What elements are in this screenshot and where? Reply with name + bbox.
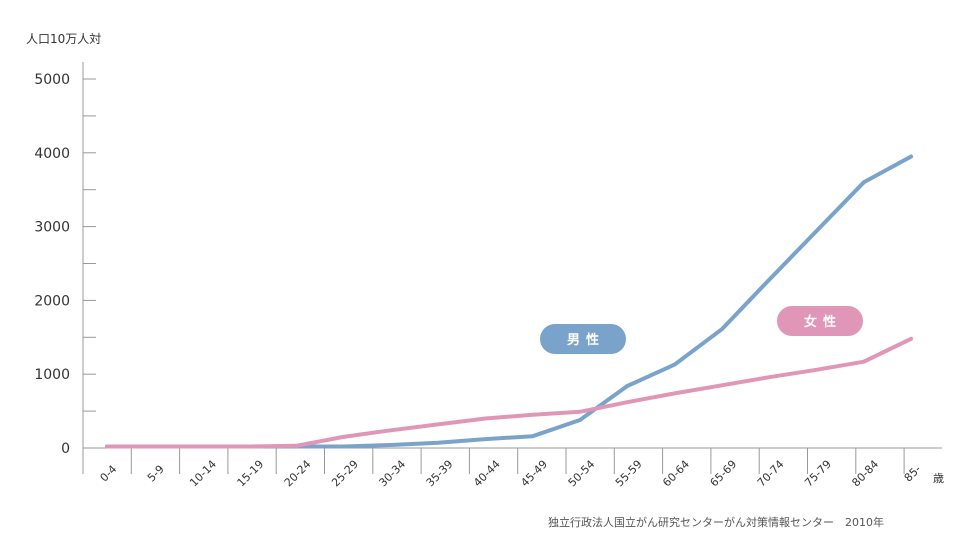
y-tick-label: 4000 <box>34 146 70 162</box>
x-tick-label: 45-49 <box>518 458 550 490</box>
tick-labels: 0 1000 2000 3000 4000 5000 0-4 5-9 10-14 15-19 20-… <box>34 72 944 489</box>
axes <box>82 62 942 474</box>
y-axis-label: 人口10万人対 <box>26 32 102 46</box>
male-series-line <box>105 154 914 449</box>
x-tick-label: 35-39 <box>424 458 456 490</box>
x-tick-label: 0-4 <box>98 463 120 485</box>
y-tick-label: 0 <box>61 441 70 457</box>
badge-label: 女性 <box>804 314 842 330</box>
female-badge: 女性 <box>777 306 863 336</box>
badge-background <box>540 324 626 354</box>
x-tick-label: 5-9 <box>145 463 167 485</box>
x-tick-label: 40-44 <box>471 458 503 490</box>
y-tick-label: 3000 <box>34 220 70 236</box>
x-tick-label: 20-24 <box>282 458 314 490</box>
x-axis-unit-label: 歳 <box>933 472 944 485</box>
x-tick-label: 75-79 <box>802 458 834 490</box>
y-tick-label: 1000 <box>34 367 70 383</box>
series-lines <box>105 154 914 449</box>
x-tick-label: 60-64 <box>660 458 692 490</box>
female-series-line <box>105 336 914 449</box>
y-tick-label: 5000 <box>34 72 70 88</box>
male-badge: 男性 <box>540 324 626 354</box>
x-tick-label: 10-14 <box>187 458 219 490</box>
x-tick-label: 50-54 <box>566 458 598 490</box>
x-tick-label: 65-69 <box>708 458 740 490</box>
series-legend-badges: 男性 女性 <box>540 306 863 354</box>
x-tick-label: 80-84 <box>849 458 881 490</box>
source-note: 独立行政法人国立がん研究センターがん対策情報センター 2010年 <box>548 516 884 529</box>
x-tick-label: 15-19 <box>235 458 267 490</box>
y-tick-label: 2000 <box>34 293 70 309</box>
x-tick-label: 25-29 <box>329 458 361 490</box>
x-tick-label: 85- <box>902 463 924 485</box>
x-tick-label: 30-34 <box>376 458 408 490</box>
badge-background <box>777 306 863 336</box>
badge-label: 男性 <box>567 332 605 348</box>
x-tick-label: 55-59 <box>613 458 645 490</box>
